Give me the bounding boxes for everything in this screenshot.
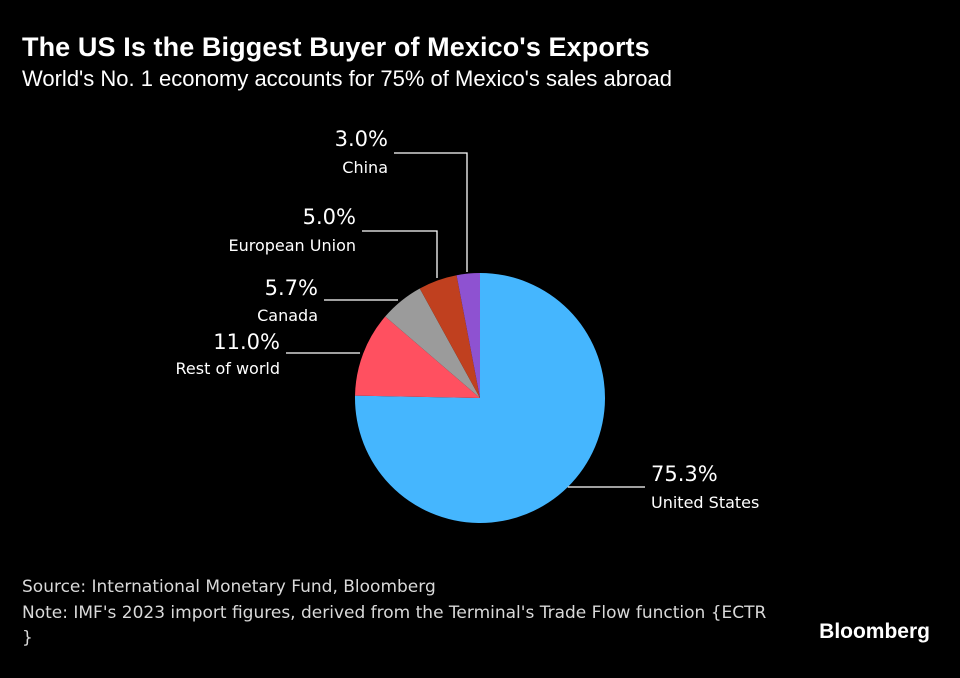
slice-value-united-states: 75.3% [651, 462, 718, 486]
bloomberg-logo: Bloomberg [819, 620, 930, 643]
pie-slice-european-union [419, 275, 480, 398]
footnote: Note: IMF's 2023 import figures, derived… [22, 603, 767, 648]
pie-slice-china [456, 273, 480, 398]
chart-subtitle: World's No. 1 economy accounts for 75% o… [22, 66, 672, 91]
leader-line-european-union [362, 230, 438, 278]
slice-label-united-states: United States [651, 493, 759, 512]
leader-line-china [394, 152, 468, 272]
source-note: Source: International Monetary Fund, Blo… [22, 577, 436, 597]
pie-slice-united-states [354, 273, 605, 523]
slice-value-china: 3.0% [335, 127, 388, 151]
pie-slice-canada [385, 288, 480, 398]
pie-slice-rest-of-world [355, 316, 480, 398]
chart-title: The US Is the Biggest Buyer of Mexico's … [22, 32, 650, 62]
pie-slices [354, 273, 605, 523]
slice-value-european-union: 5.0% [303, 205, 356, 229]
slice-labels: 75.3% United States 11.0% Rest of world 5.7%… [176, 127, 760, 512]
slice-label-european-union: European Union [228, 236, 356, 255]
slice-label-china: China [342, 158, 388, 177]
slice-value-rest-of-world: 11.0% [213, 330, 280, 354]
slice-label-rest-of-world: Rest of world [176, 359, 281, 378]
slice-label-canada: Canada [257, 306, 318, 325]
slice-value-canada: 5.7% [265, 276, 318, 300]
leader-lines [286, 152, 645, 488]
